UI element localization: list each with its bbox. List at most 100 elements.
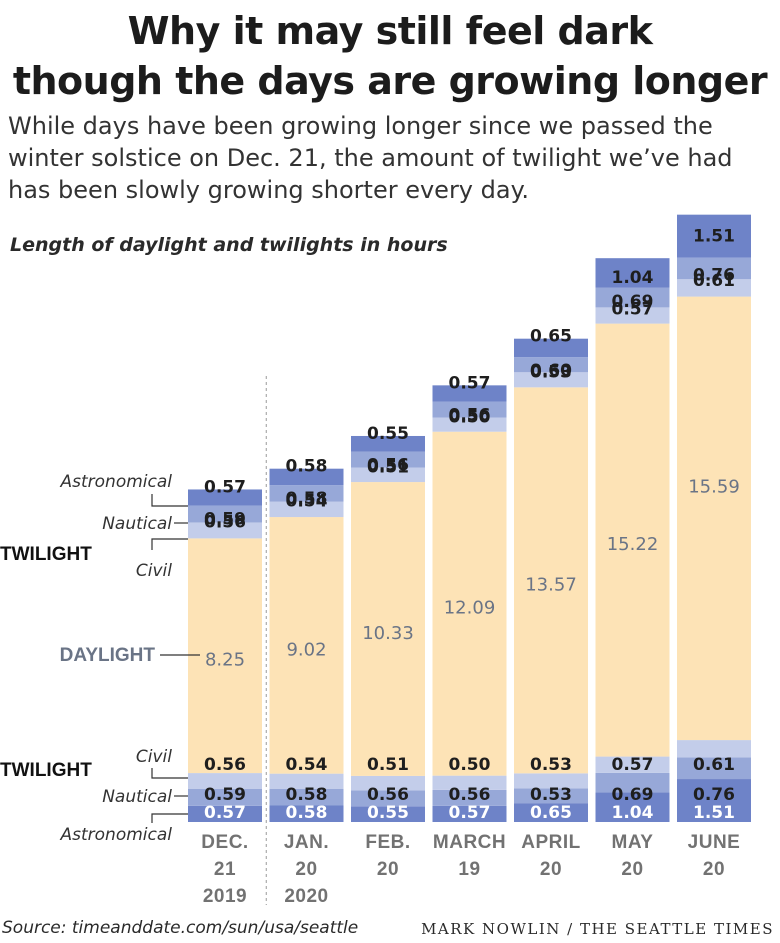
value-label-bottom-civil-4: 0.53 <box>530 755 572 775</box>
x-tick-label-3-0: MARCH <box>433 832 506 853</box>
bar-bottom-astronomical-3 <box>432 805 507 822</box>
bar-bottom-civil-5 <box>595 756 670 773</box>
value-label-top-nautical-1: 0.58 <box>286 489 328 509</box>
value-label-top-astronomical-3: 0.57 <box>449 373 491 393</box>
bar-bottom-astronomical-1 <box>269 805 344 822</box>
value-label-top-astronomical-1: 0.58 <box>286 457 328 477</box>
value-label-top-astronomical-5: 1.04 <box>612 268 654 288</box>
x-tick-label-3-1: 19 <box>458 859 480 880</box>
value-label-top-nautical-5: 0.69 <box>612 292 654 312</box>
x-tick-label-4-0: APRIL <box>521 832 581 853</box>
value-label-top-astronomical-6: 1.51 <box>693 227 735 247</box>
annotation-nautical-bottom: Nautical <box>102 787 172 807</box>
bar-top-nautical-0 <box>188 505 262 523</box>
x-tick-label-0-2: 2019 <box>203 886 247 907</box>
value-label-bottom-nautical-4: 0.53 <box>530 785 572 805</box>
value-label-top-civil-3: 0.50 <box>449 407 491 427</box>
value-label-daylight-0: 8.25 <box>205 650 245 671</box>
x-tick-label-5-1: 20 <box>621 859 643 880</box>
bar-top-nautical-6 <box>677 257 751 280</box>
bar-bottom-nautical-0 <box>188 789 262 806</box>
bar-top-civil-1 <box>269 501 344 518</box>
leader-civil-top <box>151 538 188 550</box>
bar-bottom-nautical-6 <box>677 757 751 780</box>
subtitle-line-2: winter solstice on Dec. 21, the amount o… <box>8 144 733 172</box>
value-label-top-civil-0: 0.56 <box>204 512 246 532</box>
title-line-1: Why it may still feel dark <box>127 9 653 53</box>
value-label-bottom-nautical-3: 0.56 <box>449 785 491 805</box>
bar-bottom-astronomical-4 <box>514 803 588 822</box>
bar-bottom-astronomical-6 <box>677 779 751 822</box>
value-label-daylight-4: 13.57 <box>525 574 577 595</box>
value-label-top-nautical-2: 0.56 <box>367 456 409 476</box>
source-note: Source: timeanddate.com/sun/usa/seattle <box>2 918 359 938</box>
chart-subtitle: While days have been growing longer sinc… <box>8 110 768 206</box>
value-label-daylight-5: 15.22 <box>607 534 659 555</box>
bar-bottom-civil-6 <box>677 740 751 758</box>
value-label-bottom-civil-3: 0.50 <box>449 755 491 775</box>
value-label-bottom-nautical-2: 0.56 <box>367 785 409 805</box>
bar-top-civil-5 <box>595 307 670 324</box>
bar-top-astronomical-4 <box>514 338 588 358</box>
bar-middle-daylight-3 <box>432 431 507 776</box>
value-label-bottom-civil-5: 0.57 <box>612 755 654 775</box>
bar-bottom-civil-4 <box>514 773 588 789</box>
value-label-top-nautical-3: 0.56 <box>449 406 491 426</box>
value-label-top-astronomical-4: 0.65 <box>530 327 572 347</box>
bar-bottom-nautical-3 <box>432 789 507 806</box>
annotation-civil-top: Civil <box>136 561 172 581</box>
bar-bottom-nautical-4 <box>514 788 588 804</box>
bar-bottom-nautical-2 <box>351 790 425 807</box>
value-label-bottom-astronomical-2: 0.55 <box>367 803 409 823</box>
value-label-top-nautical-6: 0.76 <box>693 266 735 286</box>
x-tick-label-0-1: 21 <box>214 859 236 880</box>
subtitle-line-3: has been slowly growing shorter every da… <box>8 176 529 204</box>
value-label-top-civil-4: 0.53 <box>530 362 572 382</box>
value-label-bottom-astronomical-3: 0.57 <box>449 803 491 823</box>
x-tick-label-2-0: FEB. <box>365 832 410 853</box>
value-label-top-astronomical-2: 0.55 <box>367 424 409 444</box>
x-tick-label-0-0: DEC. <box>201 832 248 853</box>
bar-middle-daylight-5 <box>595 323 670 757</box>
bar-bottom-nautical-5 <box>595 772 670 793</box>
bar-top-astronomical-3 <box>432 385 507 402</box>
bar-bottom-civil-0 <box>188 773 262 790</box>
x-tick-label-1-0: JAN. <box>284 832 329 853</box>
value-label-bottom-nautical-1: 0.58 <box>286 785 328 805</box>
bar-bottom-astronomical-0 <box>188 805 262 822</box>
bar-top-astronomical-2 <box>351 435 425 452</box>
bar-bottom-civil-1 <box>269 773 344 790</box>
bar-top-astronomical-1 <box>269 468 344 486</box>
annotation-twilight-bottom: TWILIGHT <box>0 760 92 781</box>
annotation-twilight-top: TWILIGHT <box>0 544 92 565</box>
value-label-top-nautical-4: 0.60 <box>530 361 572 381</box>
value-label-bottom-civil-2: 0.51 <box>367 755 409 775</box>
value-label-bottom-astronomical-4: 0.65 <box>530 803 572 823</box>
x-tick-label-1-1: 20 <box>295 859 317 880</box>
value-label-daylight-6: 15.59 <box>688 477 740 498</box>
bar-middle-daylight-4 <box>514 387 588 774</box>
value-label-bottom-civil-1: 0.54 <box>286 755 328 775</box>
annotation-astronomical-top: Astronomical <box>60 472 173 492</box>
x-tick-label-6-0: JUNE <box>688 832 741 853</box>
leader-astronomical-top <box>151 494 188 507</box>
value-label-bottom-nautical-5: 0.69 <box>612 785 654 805</box>
value-label-bottom-astronomical-6: 1.51 <box>693 803 735 823</box>
value-label-top-civil-5: 0.57 <box>612 299 654 319</box>
bar-bottom-astronomical-5 <box>595 792 670 822</box>
bar-top-civil-4 <box>514 372 588 388</box>
value-label-bottom-civil-6: 0.61 <box>693 755 735 775</box>
chart-title: Why it may still feel dark though the da… <box>0 6 780 106</box>
value-label-top-civil-1: 0.54 <box>286 492 328 512</box>
bar-bottom-civil-2 <box>351 775 425 791</box>
value-label-top-nautical-0: 0.59 <box>204 510 246 530</box>
value-label-top-civil-6: 0.61 <box>693 271 735 291</box>
annotation-civil-bottom: Civil <box>136 747 172 767</box>
value-label-bottom-nautical-0: 0.59 <box>204 785 246 805</box>
bar-bottom-civil-3 <box>432 775 507 790</box>
credit-line: MARK NOWLIN / THE SEATTLE TIMES <box>421 920 774 938</box>
bar-bottom-astronomical-2 <box>351 806 425 822</box>
value-label-daylight-3: 12.09 <box>444 598 496 619</box>
bar-top-astronomical-5 <box>595 258 670 288</box>
value-label-bottom-astronomical-5: 1.04 <box>612 803 654 823</box>
